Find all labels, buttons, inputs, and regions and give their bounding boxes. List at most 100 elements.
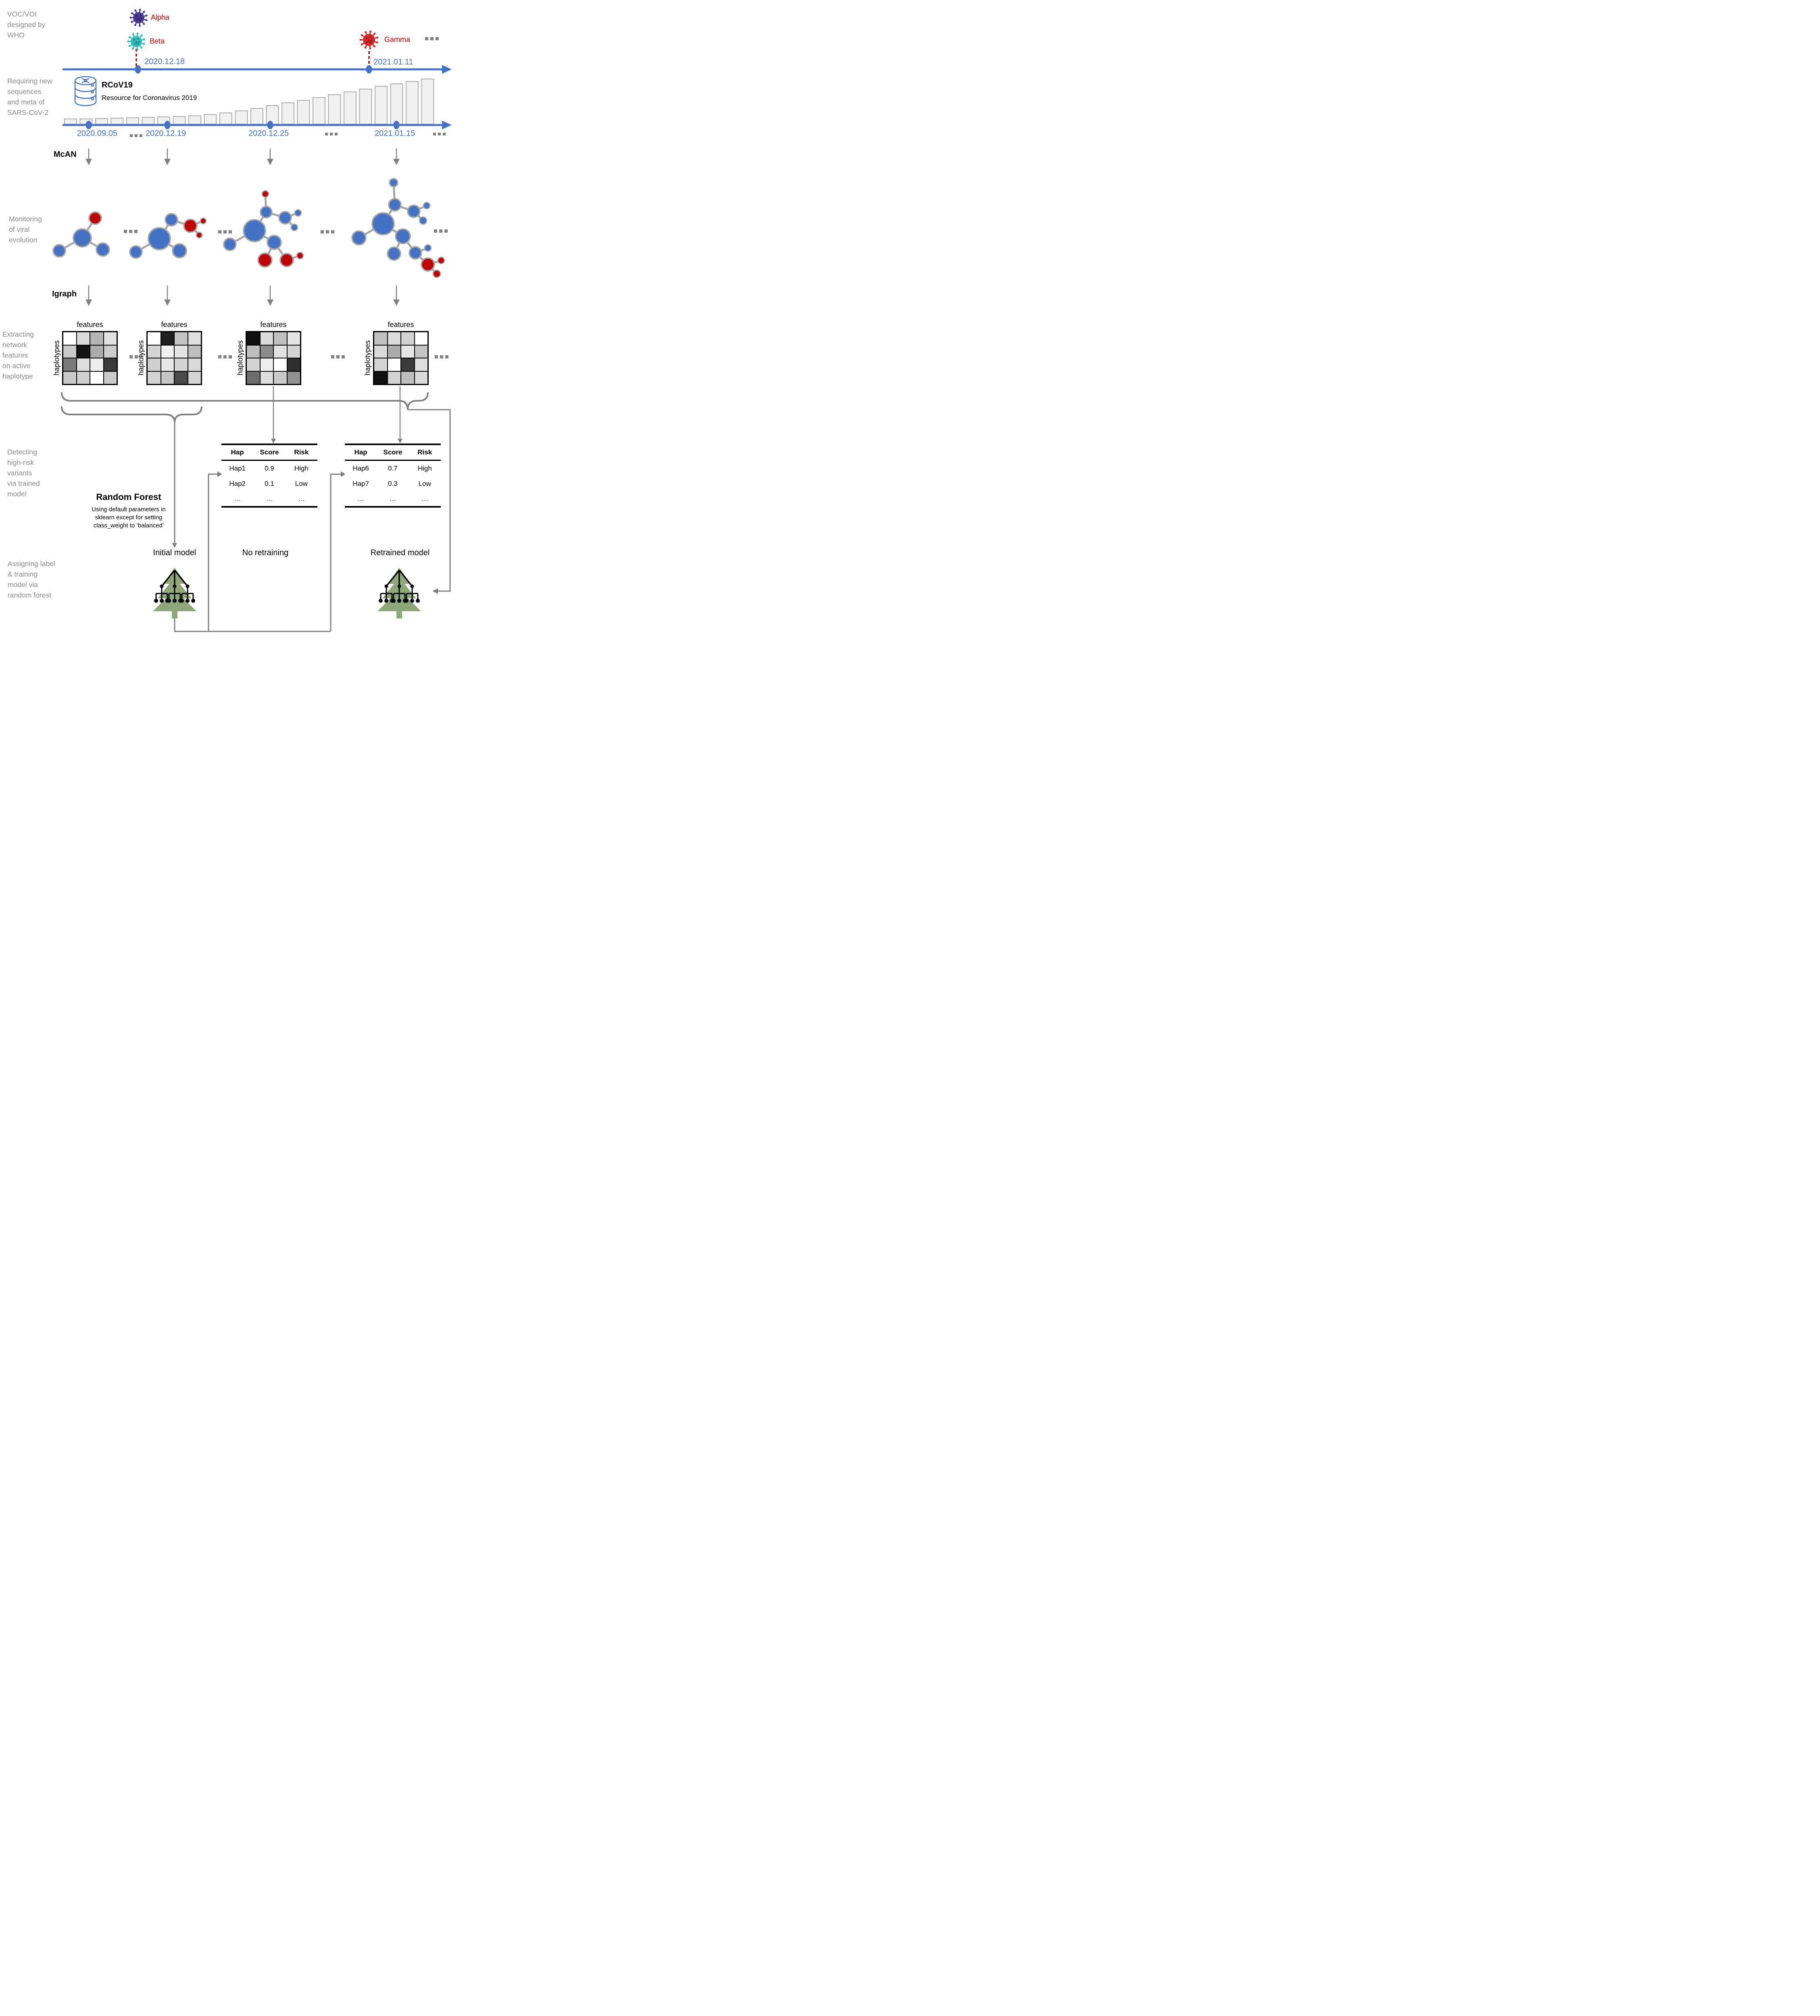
leaf-node [379,599,383,603]
label-igraph: Igraph [52,289,77,298]
tree-trunk [396,610,402,619]
matrix-cell [148,371,161,384]
sequence-bar [344,92,356,125]
ellipsis-dot [135,355,138,358]
virus-dot [365,37,368,40]
ellipsis-dot [335,133,338,135]
random-forest-title: Random Forest [96,492,161,502]
haplotype-node [395,228,411,244]
label-assigning: Assigning label & training model via ran… [8,560,55,599]
haplotype-node [52,244,66,258]
virus-spike-tip [128,44,131,47]
who-date-1: 2020.12.18 [144,57,185,66]
matrix-cell [247,332,260,345]
ellipsis-dot [433,133,436,135]
ellipsis-dot [438,133,441,135]
timeline1-dot-2 [366,65,372,74]
virus-spike-tip [134,24,137,26]
sequence-bar [126,117,139,125]
virus-spike-tip [361,43,363,46]
ellipsis-dot [325,133,328,135]
haplotype-node-highrisk [279,253,294,267]
matrix-cell [260,358,273,371]
haplotype-node [165,213,178,227]
sequence-bar [359,89,372,125]
ellipsis-dot [124,230,127,233]
table-cell: Low [418,480,431,487]
sequence-bar [235,110,248,125]
model-output-loop [174,618,331,632]
sequence-bar [375,86,388,125]
who-timeline [63,49,452,74]
feature-matrix-1 [62,331,118,385]
decision-tree-subbranches [181,586,194,599]
haplotype-node [351,230,367,246]
table-cell: … [421,495,428,502]
diagram-graphics [52,8,452,632]
haplotype-node [387,246,401,261]
decision-tree-branches [386,569,413,587]
matrix-cell [247,358,260,371]
ellipsis-dot [430,37,434,40]
gamma-virus-icon [359,30,378,50]
haplotype-node-highrisk [437,256,445,264]
brace-train-matrices-right [174,406,202,423]
matrix-cell [374,345,387,358]
matrix-cell [161,371,174,384]
haplotype-node [407,204,421,218]
virus-dot [135,15,138,17]
virus-spike-tip [364,31,367,33]
sequence-bar [313,97,325,125]
virus-spike-tip [127,40,129,43]
ellipsis-dot [129,230,132,233]
database-icon [74,76,97,106]
virus-dot [139,19,141,21]
haplotype-node [294,209,302,217]
ellipsis-dot [425,37,428,40]
sequence-bar [390,83,403,125]
table-cell: Hap1 [229,464,246,472]
arrowhead-table1-top-icon [271,439,276,444]
matrix-cell [274,358,287,371]
haplotype-node-highrisk [257,252,273,268]
haplotypes-label: haplotypes [363,340,372,376]
ellipsis-icon [218,355,232,358]
table-cell: 0.3 [388,480,398,487]
virus-dot [370,36,372,38]
leaf-node [416,599,420,603]
matrix-cell [247,371,260,384]
ellipsis-dot [342,355,345,358]
retrained-model-tree-icon [377,568,421,619]
matrix-cell [161,358,174,371]
matrix-cell [188,332,201,345]
feature-matrix-2 [146,331,202,385]
variant-label-gamma: Gamma [384,35,411,44]
flow-lines [174,386,451,632]
ellipsis-dot [140,134,142,137]
matrix-cell [77,332,90,345]
ellipsis-dot [326,230,329,233]
virus-dot [366,41,368,44]
haplotype-node [223,237,237,251]
arrowhead-table2-left-icon [341,471,346,477]
label-monitoring: Monitoring of viral evolution [9,215,42,244]
table-header-cell: Hap [231,448,244,456]
virus-spike-tip [376,36,378,39]
timeline2-date-2: 2020.12.19 [146,129,186,138]
ellipsis-dot [229,230,232,233]
haplotype-node [389,178,398,187]
matrix-cell [148,345,161,358]
virus-dot [133,39,136,41]
ellipsis-dot [331,230,334,233]
ellipsis-dot [229,355,232,358]
haplotype-node [260,206,273,219]
haplotype-node [419,216,427,225]
table-cell: … [357,495,365,502]
matrix-cell [274,332,287,345]
matrix-cell [175,332,188,345]
network-2 [129,213,207,259]
virus-spike-tip [131,12,133,15]
virus-spike-tip [373,32,376,35]
sequence-bar [173,116,186,125]
brace-all-matrices [61,392,409,410]
